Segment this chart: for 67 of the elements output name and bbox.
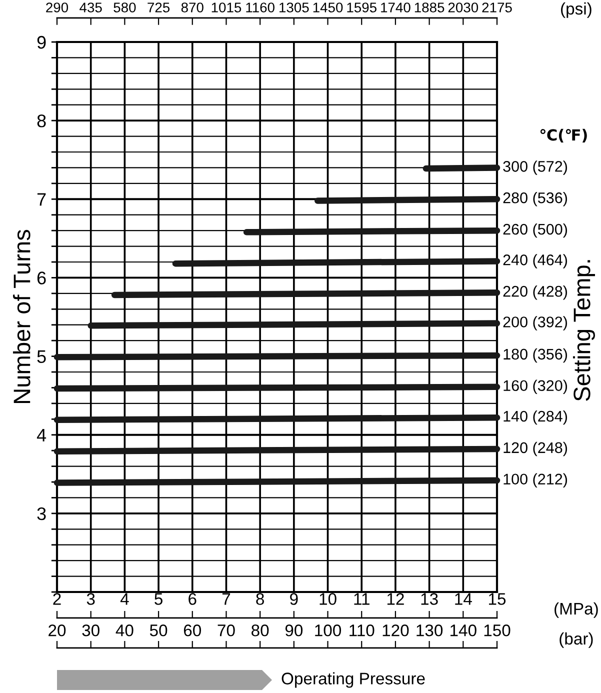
x-tick-label: 13 [421,593,438,605]
text: (bar) [560,632,593,648]
x2-tick-label: 435 [80,2,102,12]
text: 120 [382,624,409,636]
series-label: 220 (428) [503,286,568,300]
text: 40 [116,624,134,636]
series-label: 300 (572) [503,160,568,175]
text: 130 [416,624,443,636]
x-tick-label: 9 [290,593,298,605]
text: 90 [285,624,303,636]
x2-tick-label: 1160 [246,2,274,12]
x-tick-label: 15 [489,593,506,605]
y-tick-label: 5 [37,350,46,364]
text: 30 [82,624,100,636]
text: 110 [350,624,374,636]
x-tick-label: 12 [387,593,404,605]
x-axis-title: (MPa) [554,602,598,618]
x-tick-label: 11 [354,593,370,605]
x-tick-label: 5 [154,593,162,605]
x2-tick-label: 2175 [482,2,512,12]
y2-axis-title: Setting Temp. [572,260,596,401]
x2-tick-label: 725 [148,2,170,12]
series-label: 100 (212) [504,473,568,488]
legend-title: ℃(℉) [540,128,587,143]
x2-tick-label: 1740 [381,2,410,12]
y-tick-label: 4 [36,428,46,442]
y-tick-label: 3 [37,507,46,520]
x-tick-label: 2 [53,593,61,605]
x2-tick-label: 290 [46,2,68,12]
text: 140 [450,624,476,636]
text: 60 [184,624,202,636]
y-tick-label: 8 [37,114,46,128]
x2-tick-label: 1015 [212,2,242,12]
series-label: 260 (500) [503,223,568,238]
text: 150 [484,624,510,636]
x2-tick-label: 2030 [448,2,478,12]
x2-tick-label: 1595 [347,2,376,12]
text: 70 [218,624,235,636]
text: Operating Pressure [282,672,425,688]
series-label: 120 (248) [504,442,568,456]
x-tick-label: 3 [86,593,95,605]
x2-tick-label: 1450 [313,2,343,12]
x2-axis-title: (psi) [561,2,592,18]
series-label: 180 (356) [504,348,568,363]
series-label: 140 (284) [504,410,568,425]
x-tick-label: 7 [222,593,230,605]
y-axis-title: Number of Turns [12,230,30,403]
series-label: 240 (464) [503,254,568,268]
y-tick-label: 6 [37,272,46,284]
text: 100 [315,624,342,636]
series-label: 200 (392) [503,316,568,330]
x-tick-label: 6 [188,593,196,605]
series-label: 160 (320) [504,380,568,394]
x2-tick-label: 580 [114,2,136,12]
text: 20 [48,624,66,636]
x2-tick-label: 1885 [414,2,444,12]
x-tick-label: 4 [120,593,129,605]
x-tick-label: 10 [320,593,336,605]
series-label: 280 (536) [503,192,568,206]
text: 80 [252,624,269,636]
x2-tick-label: 1305 [280,2,309,12]
y-tick-label: 7 [37,193,46,206]
text: 50 [150,624,168,636]
x-tick-label: 8 [256,593,264,605]
x2-tick-label: 870 [181,2,204,12]
y-tick-label: 9 [37,36,46,49]
x-tick-label: 14 [455,593,472,605]
